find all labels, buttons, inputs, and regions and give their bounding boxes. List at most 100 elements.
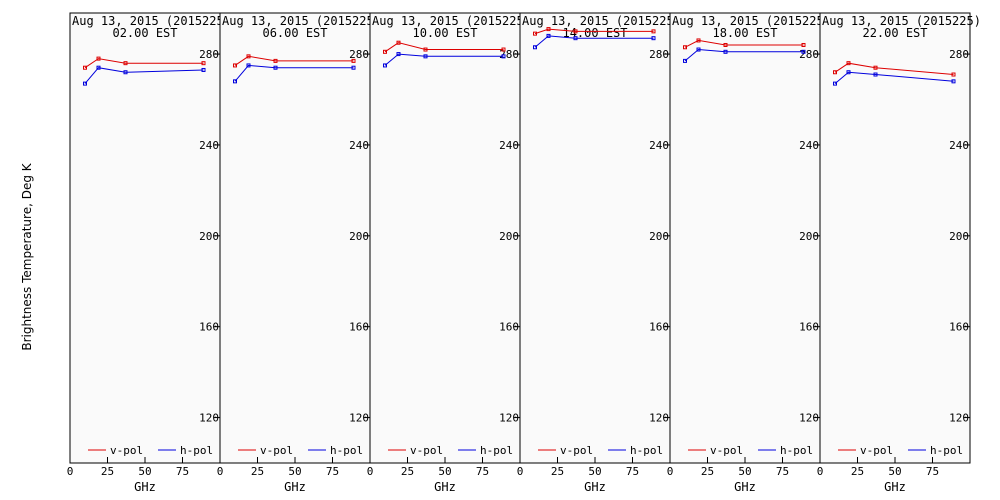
legend-label-v-pol: v-pol [110, 444, 143, 457]
x-tick-label: 50 [438, 465, 451, 478]
panel-frame [219, 12, 371, 464]
y-tick-label: 240 [949, 139, 969, 152]
data-point-h-pol [683, 58, 687, 63]
data-point-v-pol [233, 63, 237, 68]
data-point-v-pol [833, 70, 837, 75]
series-line-h-pol [684, 48, 804, 62]
y-tick-label: 120 [199, 412, 219, 425]
x-tick-label: 25 [101, 465, 114, 478]
series-line-h-pol [234, 64, 354, 82]
y-tick-label: 200 [199, 230, 219, 243]
panel-title-time: 14.00 EST [562, 26, 627, 40]
x-tick-label: 75 [926, 465, 939, 478]
y-tick-label: 120 [349, 412, 369, 425]
x-axis-title: GHz [434, 480, 456, 494]
x-tick-label: 50 [138, 465, 151, 478]
legend-label-h-pol: h-pol [480, 444, 513, 457]
panel-title-time: 02.00 EST [112, 26, 177, 40]
panel-title-time: 22.00 EST [862, 26, 927, 40]
legend-label-v-pol: v-pol [260, 444, 293, 457]
y-tick-label: 240 [499, 139, 519, 152]
series-line-v-pol [384, 42, 504, 53]
data-point-v-pol [396, 40, 401, 45]
x-tick-label: 25 [251, 465, 264, 478]
series-line-h-pol [384, 53, 504, 66]
data-point-v-pol [83, 65, 87, 70]
data-point-h-pol [246, 63, 251, 68]
x-tick-label: 0 [667, 465, 674, 478]
x-axis-title: GHz [884, 480, 906, 494]
data-point-h-pol [233, 79, 237, 84]
x-tick-label: 50 [288, 465, 301, 478]
panel-1: Aug 13, 2015 (2015225)02.00 EST 120 160 200… [67, 12, 231, 494]
legend-label-h-pol: h-pol [180, 444, 213, 457]
x-tick-label: 75 [776, 465, 789, 478]
data-point-h-pol [546, 33, 551, 38]
y-tick-label: 240 [199, 139, 219, 152]
data-point-v-pol [201, 61, 206, 66]
y-tick-label: 240 [649, 139, 669, 152]
panel-title-date: Aug 13, 2015 (2015225) [672, 14, 831, 28]
data-point-h-pol [423, 54, 428, 59]
data-point-h-pol [651, 36, 656, 41]
panel-title-time: 06.00 EST [262, 26, 327, 40]
data-point-h-pol [723, 49, 728, 54]
x-axis-title: GHz [134, 480, 156, 494]
series-line-v-pol [834, 62, 954, 75]
y-tick-label: 280 [799, 48, 819, 61]
x-tick-label: 0 [217, 465, 224, 478]
y-tick-label: 280 [199, 48, 219, 61]
x-axis-title: GHz [284, 480, 306, 494]
data-point-v-pol [546, 27, 551, 32]
x-tick-label: 25 [551, 465, 564, 478]
y-axis-title: Brightness Temperature, Deg K [20, 162, 34, 350]
y-tick-label: 200 [499, 230, 519, 243]
panels: Aug 13, 2015 (2015225)02.00 EST120160200… [67, 12, 981, 494]
y-tick-label: 160 [349, 321, 369, 334]
series-line-h-pol [84, 67, 204, 84]
panel-title-time: 18.00 EST [712, 26, 777, 40]
data-point-v-pol [801, 42, 806, 47]
y-tick-label: 160 [199, 321, 219, 334]
y-tick-label: 120 [949, 412, 969, 425]
data-point-v-pol [501, 47, 506, 52]
y-tick-label: 200 [799, 230, 819, 243]
data-point-h-pol [846, 70, 851, 75]
panel-frame [69, 12, 221, 464]
x-tick-label: 0 [367, 465, 374, 478]
legend-label-h-pol: h-pol [630, 444, 663, 457]
x-tick-label: 50 [588, 465, 601, 478]
data-point-v-pol [696, 38, 701, 43]
x-tick-label: 75 [176, 465, 189, 478]
panel-frame [369, 12, 521, 464]
y-tick-label: 280 [649, 48, 669, 61]
y-tick-label: 160 [799, 321, 819, 334]
series-line-v-pol [684, 39, 804, 48]
data-point-v-pol [573, 29, 578, 34]
x-tick-label: 50 [888, 465, 901, 478]
data-point-v-pol [873, 65, 878, 70]
y-tick-label: 160 [499, 321, 519, 334]
series-line-v-pol [84, 58, 204, 69]
data-point-h-pol [801, 49, 806, 54]
data-point-h-pol [83, 81, 87, 86]
legend-label-v-pol: v-pol [710, 444, 743, 457]
x-tick-label: 25 [701, 465, 714, 478]
x-tick-label: 25 [401, 465, 414, 478]
data-point-h-pol [351, 65, 356, 70]
panel-title-date: Aug 13, 2015 (2015225) [222, 14, 381, 28]
x-tick-label: 0 [517, 465, 524, 478]
y-tick-label: 120 [799, 412, 819, 425]
panel-title-date: Aug 13, 2015 (2015225) [72, 14, 231, 28]
y-tick-label: 160 [949, 321, 969, 334]
data-point-h-pol [396, 52, 401, 57]
panel-frame [819, 12, 971, 464]
panel-3: Aug 13, 2015 (2015225)10.00 EST 120 160 200… [367, 12, 531, 494]
data-point-v-pol [246, 54, 251, 59]
x-axis-title: GHz [734, 480, 756, 494]
panel-5: Aug 13, 2015 (2015225)18.00 EST 120 160 200… [667, 12, 831, 494]
data-point-v-pol [383, 49, 387, 54]
data-point-v-pol [651, 29, 656, 34]
data-point-h-pol [123, 70, 128, 75]
